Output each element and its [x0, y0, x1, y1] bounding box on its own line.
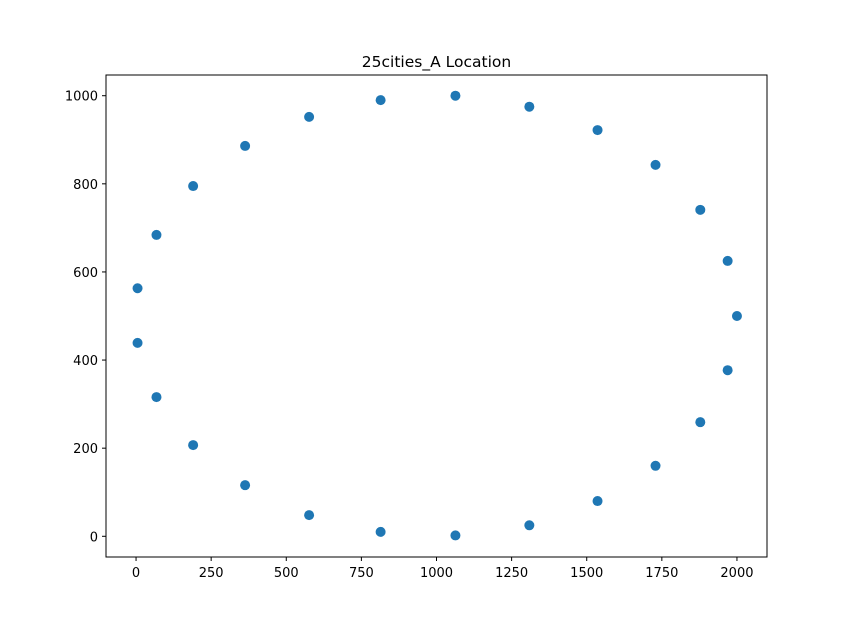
- city-point: [450, 530, 461, 541]
- x-axis: 0 250 500 750 1000 1250 1500 1750 2000: [132, 557, 754, 581]
- y-axis: 0 200 400 600 800 1000: [65, 90, 106, 545]
- x-tick-label: 1000: [420, 566, 453, 581]
- x-tick-label: 1750: [645, 566, 678, 581]
- city-point: [592, 496, 603, 507]
- city-point: [240, 140, 251, 151]
- y-tick-label: 1000: [65, 90, 98, 105]
- city-point: [304, 111, 315, 122]
- y-tick-label: 200: [73, 442, 98, 457]
- x-tick-label: 750: [349, 566, 374, 581]
- x-tick-label: 500: [274, 566, 299, 581]
- city-point: [695, 204, 706, 215]
- city-point: [375, 526, 386, 537]
- city-point: [524, 101, 535, 112]
- city-point: [722, 365, 733, 376]
- y-tick-label: 800: [73, 178, 98, 193]
- x-tick-label: 1500: [570, 566, 603, 581]
- x-tick-label: 0: [132, 566, 140, 581]
- city-point: [731, 311, 742, 321]
- city-point: [188, 181, 199, 192]
- x-tick-label: 250: [199, 566, 224, 581]
- city-point: [592, 125, 603, 136]
- x-tick-label: 2000: [720, 566, 753, 581]
- data-points: [132, 90, 742, 541]
- city-point: [650, 460, 661, 471]
- y-tick-label: 0: [90, 530, 98, 545]
- city-point: [151, 392, 162, 403]
- city-point: [695, 417, 706, 428]
- city-point: [304, 510, 315, 521]
- city-point: [650, 159, 661, 170]
- city-point: [240, 480, 251, 491]
- x-tick-label: 1250: [495, 566, 528, 581]
- city-point: [722, 255, 733, 266]
- city-point: [524, 520, 535, 531]
- city-point: [151, 229, 162, 240]
- y-tick-label: 400: [73, 354, 98, 369]
- city-point: [132, 337, 143, 348]
- city-point: [132, 283, 143, 294]
- city-point: [188, 440, 199, 451]
- city-point: [375, 95, 386, 106]
- chart-title: 25cities_A Location: [362, 53, 511, 72]
- city-point: [450, 90, 461, 101]
- y-tick-label: 600: [73, 266, 98, 281]
